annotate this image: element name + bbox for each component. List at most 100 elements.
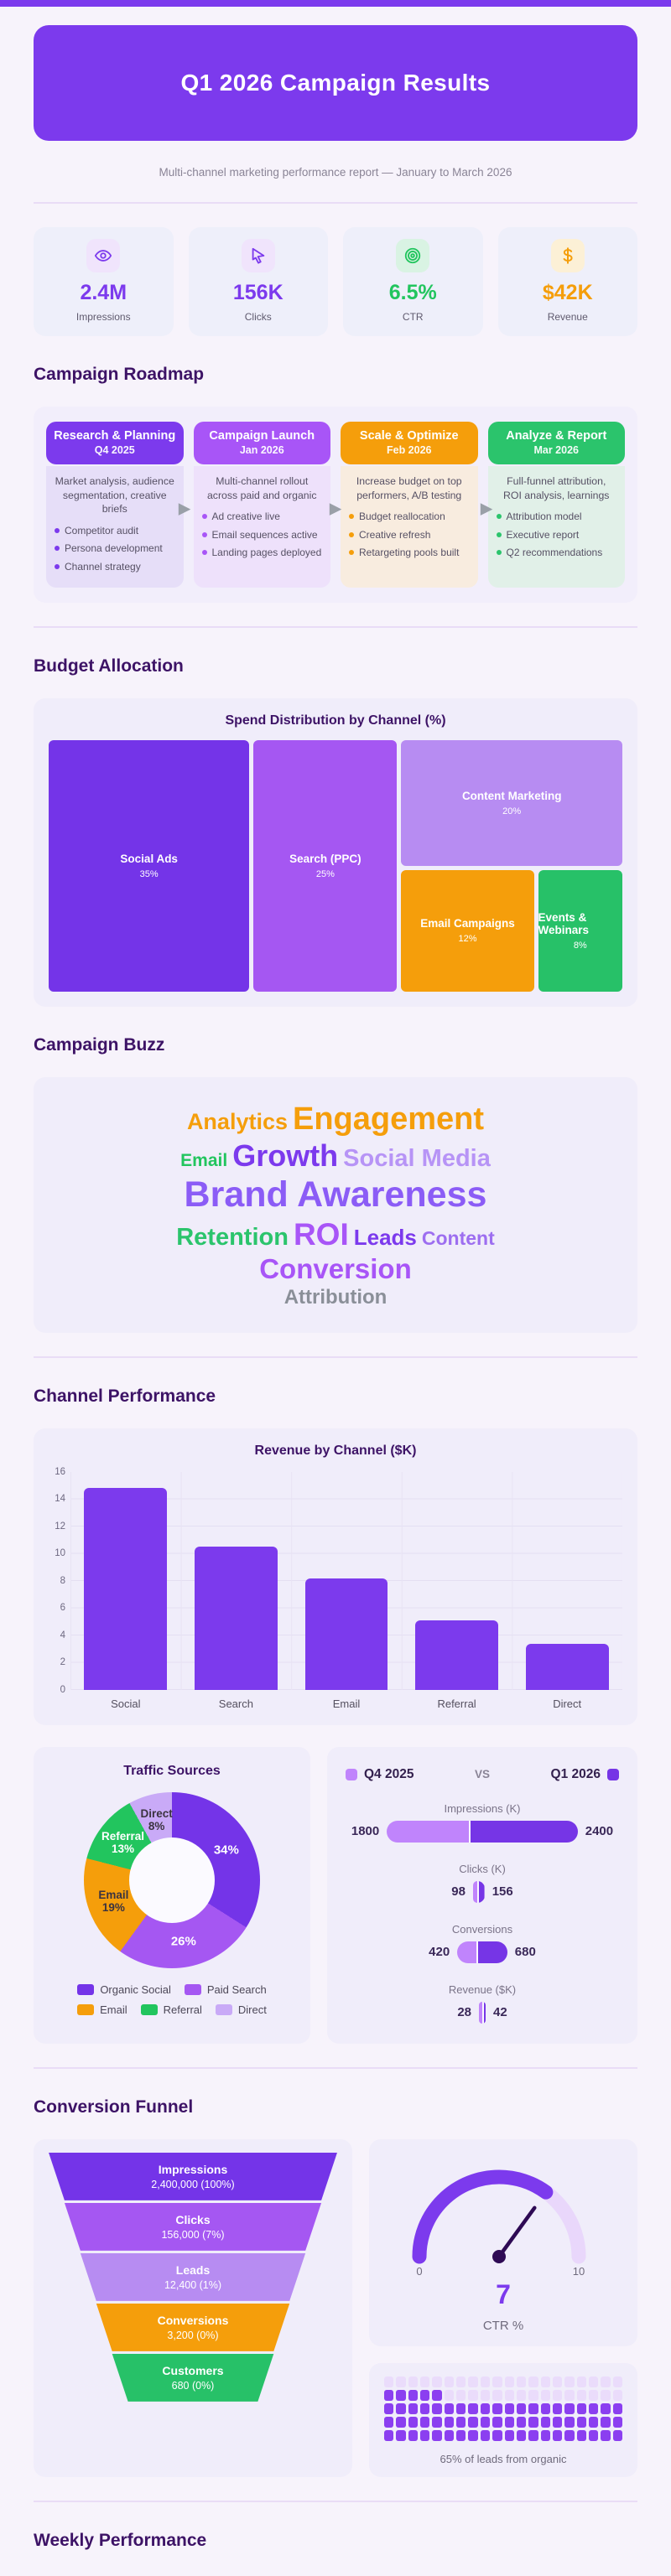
bullet-dot	[349, 514, 354, 520]
kpi-card-revenue: $42K Revenue	[497, 227, 637, 336]
charts-row: Traffic Sources 34% 26% Email 19% Referral …	[34, 1746, 637, 2044]
waffle-cell	[588, 2389, 599, 2401]
cloud-word: Growth	[232, 1138, 339, 1173]
bar-column	[402, 1472, 512, 1690]
chart-title: Spend Distribution by Channel (%)	[225, 713, 446, 728]
waffle-cell	[564, 2429, 575, 2441]
waffle-cell	[444, 2389, 455, 2401]
value-left: 98	[451, 1884, 466, 1900]
kpi-value: $42K	[542, 281, 593, 304]
legend-swatch	[140, 2003, 158, 2015]
waffle-cell	[444, 2429, 455, 2441]
y-axis: 0 2 4 6 8 10 12 14 16	[49, 1467, 70, 1695]
phase-body: Increase budget on top performers, A/B t…	[341, 466, 478, 588]
stage-label: Leads	[175, 2262, 211, 2277]
waffle-cell	[456, 2416, 466, 2428]
waffle-cell	[396, 2402, 406, 2414]
waffle-cell	[552, 2376, 563, 2387]
bullet-text: Landing pages deployed	[211, 546, 322, 558]
phase-bullet: Budget reallocation	[349, 510, 470, 524]
bullet-dot	[496, 531, 502, 537]
phase-title: Campaign Launch	[209, 429, 315, 443]
waffle-cell	[540, 2429, 550, 2441]
donut-hole	[129, 1837, 215, 1923]
wordcloud-line: Attribution	[49, 1286, 622, 1309]
waffle-cell	[444, 2376, 455, 2387]
bar	[415, 1620, 498, 1690]
section-divider	[34, 202, 637, 204]
waffle-cell	[492, 2376, 502, 2387]
metric-label: Clicks (K)	[459, 1862, 506, 1875]
waffle-grid	[384, 2376, 622, 2441]
metric-label: Revenue ($K)	[448, 1983, 517, 1996]
bar	[195, 1547, 278, 1690]
roadmap-phase: Scale & Optimize Feb 2026 Increase budget …	[341, 422, 478, 588]
legend-item: Paid Search	[184, 1983, 267, 1996]
legend-label: Q1 2026	[550, 1766, 601, 1781]
y-tick-label: 16	[55, 1466, 65, 1477]
phase-date: Feb 2026	[386, 444, 432, 456]
legend-label: Q4 2025	[364, 1766, 414, 1781]
comparison-row: Revenue ($K) 28 42	[346, 1983, 619, 2024]
treemap-block: Content Marketing 20%	[401, 739, 622, 866]
waffle-cell	[588, 2376, 599, 2387]
bar-left	[457, 1941, 476, 1963]
funnel-card: Impressions 2,400,000 (100%) Clicks 156,000…	[34, 2138, 352, 2477]
waffle-cell	[528, 2376, 538, 2387]
x-tick-label: Search	[218, 1697, 253, 1710]
arrow-icon: ▶	[329, 500, 342, 518]
top-accent-bar	[0, 0, 671, 7]
value-right: 2400	[585, 1824, 614, 1839]
waffle-cell	[456, 2402, 466, 2414]
waffle-cell	[480, 2429, 491, 2441]
cloud-word: Email	[180, 1150, 228, 1170]
stage-value: 3,200 (0%)	[167, 2329, 219, 2341]
donut-chart: 34% 26% Email 19% Referral 13% Direct 8%	[84, 1791, 260, 1968]
comparison-legend: Q4 2025 VS Q1 2026	[346, 1767, 619, 1782]
cloud-word: Analytics	[186, 1108, 288, 1134]
vs-label: VS	[474, 1768, 490, 1781]
legend-left: Q4 2025	[346, 1767, 414, 1782]
waffle-cell	[456, 2376, 466, 2387]
donut-card: Traffic Sources 34% 26% Email 19% Referral …	[34, 1746, 310, 2044]
bar-pair	[457, 1941, 507, 1963]
donut-slice-label: 34%	[213, 1843, 239, 1858]
bar-right	[482, 2001, 486, 2024]
gauge-chart: 0 10	[377, 2154, 629, 2284]
waffle-cell	[552, 2416, 563, 2428]
section-title-budget: Budget Allocation	[34, 656, 184, 676]
arrow-icon: ▶	[480, 500, 493, 518]
y-tick-label: 0	[60, 1684, 65, 1695]
waffle-cell	[432, 2376, 442, 2387]
bullet-dot	[349, 531, 354, 537]
waffle-cell	[540, 2402, 550, 2414]
kpi-value: 6.5%	[388, 281, 437, 304]
phase-summary: Market analysis, audience segmentation, …	[55, 475, 174, 516]
waffle-cell	[384, 2389, 394, 2401]
waffle-cell	[420, 2416, 430, 2428]
page-title: Q1 2026 Campaign Results	[180, 70, 491, 96]
metric-label: Conversions	[451, 1922, 513, 1936]
treemap-block: Email Campaigns 12%	[401, 869, 534, 992]
bullet-dot	[496, 514, 502, 520]
x-tick-label: Referral	[437, 1697, 476, 1710]
waffle-cell	[468, 2429, 478, 2441]
waffle-cell	[480, 2389, 491, 2401]
treemap-value: 25%	[315, 868, 335, 879]
y-tick-label: 12	[55, 1521, 65, 1532]
waffle-cell	[408, 2402, 419, 2414]
legend-swatch	[184, 1983, 201, 1995]
waffle-cell	[552, 2429, 563, 2441]
waffle-cell	[552, 2402, 563, 2414]
waffle-cell	[504, 2429, 514, 2441]
cloud-word: Engagement	[293, 1101, 485, 1137]
bar-pair	[387, 1820, 578, 1843]
legend-label: Organic Social	[100, 1983, 171, 1996]
legend-label: Direct	[237, 2003, 267, 2016]
bar	[304, 1578, 388, 1690]
section-divider	[34, 2500, 637, 2502]
waffle-cell	[528, 2402, 538, 2414]
cloud-word: Conversion	[259, 1252, 412, 1284]
funnel-row: Impressions 2,400,000 (100%) Clicks 156,000…	[34, 2138, 637, 2477]
cloud-word: Retention	[176, 1223, 289, 1251]
